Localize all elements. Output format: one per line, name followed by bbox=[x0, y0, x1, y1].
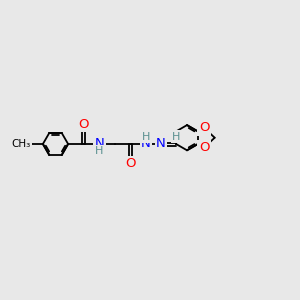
Text: N: N bbox=[141, 137, 151, 150]
Text: N: N bbox=[156, 137, 166, 150]
Text: H: H bbox=[95, 146, 103, 156]
Text: O: O bbox=[79, 118, 89, 131]
Text: H: H bbox=[142, 131, 150, 142]
Text: N: N bbox=[94, 137, 104, 150]
Text: O: O bbox=[199, 141, 209, 154]
Text: O: O bbox=[199, 121, 209, 134]
Text: CH₃: CH₃ bbox=[11, 139, 30, 149]
Text: H: H bbox=[172, 131, 180, 142]
Text: O: O bbox=[125, 157, 136, 170]
